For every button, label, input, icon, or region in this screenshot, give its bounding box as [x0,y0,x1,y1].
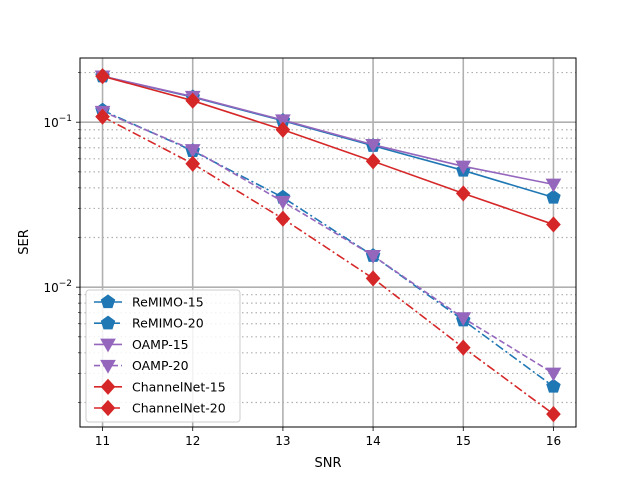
series-lines [94,68,562,423]
data-point [275,121,291,138]
data-point [95,68,110,85]
legend-item: OAMP-15 [94,337,189,353]
data-point [365,270,381,287]
legend-marker [100,399,116,417]
data-point [545,178,562,193]
legend-label: ChannelNet-20 [132,401,226,416]
series-channelnet-20 [95,108,561,423]
data-point [365,138,381,153]
data-point [365,250,381,264]
data-point [546,406,561,423]
data-point [545,367,562,382]
x-tick-label: 11 [95,434,110,448]
data-point [275,210,291,227]
y-tick-label: 10−2 [43,279,72,295]
axis-ticks: 11 12 13 14 15 16 10−1 10−2 [43,72,561,448]
legend-item: OAMP-20 [94,358,189,374]
plot-frame [79,57,577,428]
series-line [102,110,554,375]
x-tick-label: 13 [275,434,290,448]
data-point [546,189,561,204]
x-tick-label: 15 [456,434,471,448]
data-point [365,153,381,170]
legend-item: ChannelNet-15 [94,378,226,395]
legend-label: ReMIMO-15 [132,295,204,310]
legend-label: OAMP-15 [132,337,189,352]
legend-marker [100,294,116,309]
data-point [275,114,291,129]
legend-marker [100,338,116,353]
data-point [455,312,472,327]
data-point [455,160,472,175]
data-point [185,155,201,172]
x-tick-label: 14 [365,434,380,448]
legend-marker [100,315,116,330]
series-line [102,75,554,226]
legend-marker [100,359,116,374]
data-point [184,144,201,158]
series-channelnet-15 [95,68,561,233]
legend-marker [100,378,116,395]
data-point [455,339,471,356]
data-point [455,185,471,202]
series-oamp-15 [94,70,562,193]
axes [79,57,577,428]
x-tick-label: 12 [185,434,200,448]
data-point [546,378,561,393]
x-tick-label: 16 [546,434,561,448]
legend-item: ReMIMO-15 [94,294,204,310]
y-axis-label: SER [17,229,32,255]
series-line [102,109,554,388]
legend-label: ReMIMO-20 [132,316,204,331]
legend-item: ChannelNet-20 [94,399,226,417]
legend: ReMIMO-15 ReMIMO-20 OAMP-15 OAMP-20 ChannelN… [85,289,241,423]
series-line [102,75,554,186]
data-point [185,92,201,109]
x-axis-label: SNR [314,456,341,471]
legend-item: ReMIMO-20 [94,315,204,331]
legend-label: ChannelNet-15 [132,379,226,394]
data-point [95,108,110,125]
data-point [275,195,291,210]
legend-label: OAMP-20 [132,358,189,373]
series-line [102,115,554,415]
y-tick-label: 10−1 [43,114,72,130]
legend-box [85,289,241,423]
data-point [546,216,561,233]
